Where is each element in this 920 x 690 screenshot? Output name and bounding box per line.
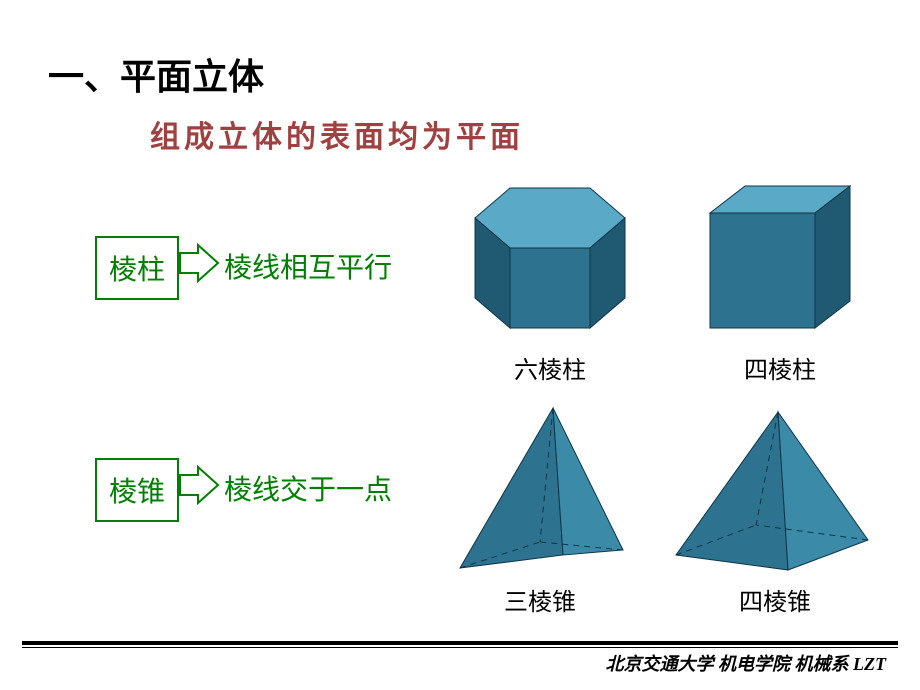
sq-pyramid-label: 四棱锥 — [730, 582, 820, 617]
prism-box: 棱柱 — [95, 236, 179, 300]
page-subtitle: 组成立体的表面均为平面 — [150, 112, 524, 156]
slide: 一、平面立体 组成立体的表面均为平面 棱柱 棱线相互平行 六棱柱 四棱柱 棱锥 … — [0, 0, 920, 690]
arrow-icon — [178, 243, 222, 283]
tri-pyramid-label: 三棱锥 — [495, 582, 585, 617]
footer-line — [22, 641, 898, 648]
tri-pyramid-shape — [445, 400, 635, 580]
cube-label: 四棱柱 — [735, 350, 825, 385]
pyramid-box: 棱锥 — [95, 458, 179, 522]
arrow-icon — [178, 465, 222, 505]
pyramid-desc: 棱线交于一点 — [224, 468, 392, 508]
hex-prism-label: 六棱柱 — [505, 350, 595, 385]
prism-desc: 棱线相互平行 — [224, 246, 392, 286]
hex-prism-shape — [460, 178, 640, 348]
sq-pyramid-shape — [668, 400, 878, 580]
cube-shape — [700, 178, 860, 348]
footer-text: 北京交通大学 机电学院 机械系 LZT — [606, 650, 886, 676]
page-title: 一、平面立体 — [48, 48, 264, 100]
